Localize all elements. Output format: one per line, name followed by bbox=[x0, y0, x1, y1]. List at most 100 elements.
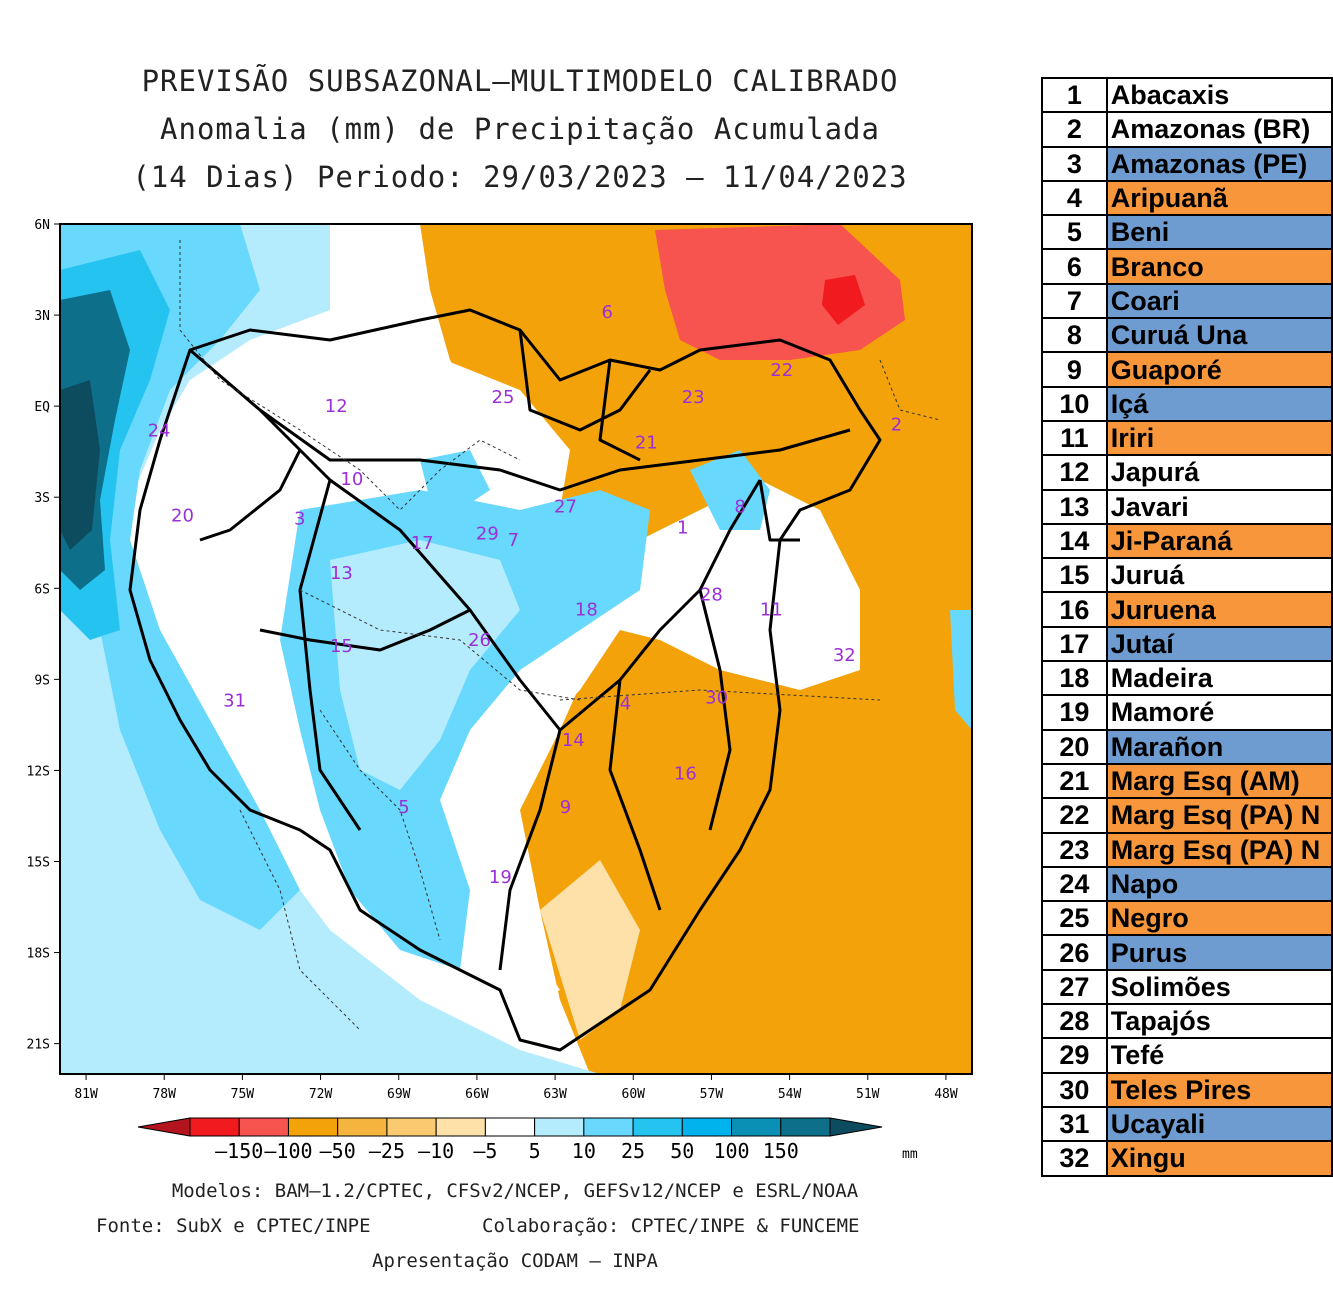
basin-legend-table: 1 Abacaxis 2 Amazonas (BR) 3 Amazonas (PE) 4 Ar… bbox=[1041, 76, 1333, 1177]
basin-marker-label: 13 bbox=[330, 563, 353, 584]
basin-marker-label: 14 bbox=[562, 730, 585, 751]
basin-name: Solimões bbox=[1105, 968, 1333, 1006]
lon-label: 72W bbox=[309, 1087, 333, 1102]
basin-marker-label: 23 bbox=[682, 387, 705, 408]
basin-row: 19 Mamoré bbox=[1041, 694, 1333, 731]
basin-row: 8 Curuá Una bbox=[1041, 317, 1333, 354]
basin-name: Marg Esq (PA) N bbox=[1105, 831, 1333, 868]
basin-row: 23 Marg Esq (PA) N bbox=[1041, 831, 1333, 868]
basin-number: 17 bbox=[1041, 625, 1108, 663]
colorbar-label: –100 bbox=[264, 1139, 312, 1163]
basin-row: 16 Juruena bbox=[1041, 591, 1333, 628]
basin-name: Jutaí bbox=[1105, 625, 1333, 663]
precipitation-map: 6N 3N EQ 3S 6S 9S 12S 15S 18S 21S 81W 78W 75W 72W 69W… bbox=[0, 210, 990, 1174]
colorbar-segment bbox=[583, 1117, 634, 1137]
basin-number: 15 bbox=[1041, 557, 1108, 594]
basin-row: 5 Beni bbox=[1041, 214, 1333, 251]
basin-number: 18 bbox=[1041, 660, 1108, 697]
models-credit: Modelos: BAM–1.2/CPTEC, CFSv2/NCEP, GEFS… bbox=[171, 1180, 859, 1202]
basin-row: 15 Juruá bbox=[1041, 557, 1333, 594]
lon-label: 57W bbox=[700, 1087, 724, 1102]
colorbar-label: –5 bbox=[473, 1139, 497, 1163]
colorbar-segment bbox=[681, 1117, 733, 1137]
colorbar-label: –25 bbox=[369, 1139, 405, 1163]
basin-number: 2 bbox=[1041, 111, 1108, 148]
colorbar-label: 5 bbox=[529, 1139, 541, 1163]
presentation-credit: Apresentação CODAM – INPA bbox=[372, 1250, 658, 1272]
lat-label: 3S bbox=[34, 491, 50, 506]
lon-label: 78W bbox=[152, 1087, 176, 1102]
colorbar-segment bbox=[337, 1117, 388, 1137]
basin-number: 30 bbox=[1041, 1071, 1108, 1108]
colorbar-label: 10 bbox=[572, 1139, 596, 1163]
basin-number: 14 bbox=[1041, 522, 1108, 560]
basin-row: 1 Abacaxis bbox=[1041, 76, 1333, 114]
basin-row: 27 Solimões bbox=[1041, 968, 1333, 1006]
basin-row: 11 Iriri bbox=[1041, 419, 1333, 457]
basin-marker-label: 22 bbox=[770, 360, 793, 381]
basin-row: 24 Napo bbox=[1041, 865, 1333, 903]
basin-name: Coari bbox=[1105, 282, 1333, 320]
colorbar: –150 –100 –50 –25 –10 –5 5 10 25 50 100 150 mm bbox=[130, 1112, 930, 1171]
colorbar-label: –150 bbox=[215, 1139, 263, 1163]
lon-label: 54W bbox=[778, 1087, 802, 1102]
lat-label: 12S bbox=[27, 764, 50, 779]
basin-number: 6 bbox=[1041, 248, 1108, 285]
lon-label: 60W bbox=[622, 1087, 646, 1102]
basin-row: 12 Japurá bbox=[1041, 454, 1333, 491]
basin-name: Iriri bbox=[1105, 419, 1333, 457]
lon-label: 63W bbox=[543, 1087, 567, 1102]
lon-label: 66W bbox=[465, 1087, 489, 1102]
basin-number: 23 bbox=[1041, 831, 1108, 868]
basin-name: Ji-Paraná bbox=[1105, 522, 1333, 560]
colorbar-segment bbox=[534, 1117, 585, 1137]
basin-marker-label: 5 bbox=[398, 797, 409, 818]
basin-name: Curuá Una bbox=[1105, 317, 1333, 354]
basin-row: 7 Coari bbox=[1041, 282, 1333, 320]
latitude-axis: 6N 3N EQ 3S 6S 9S 12S 15S 18S 21S bbox=[27, 218, 60, 1053]
basin-marker-label: 21 bbox=[635, 433, 658, 454]
basin-marker-label: 15 bbox=[330, 636, 353, 657]
basin-row: 28 Tapajós bbox=[1041, 1003, 1333, 1040]
basin-name: Javari bbox=[1105, 488, 1333, 525]
basin-marker-label: 16 bbox=[674, 764, 697, 785]
colorbar-low-arrow bbox=[137, 1117, 191, 1137]
basin-name: Marg Esq (PA) N bbox=[1105, 797, 1333, 834]
basin-number: 27 bbox=[1041, 968, 1108, 1006]
basin-row: 25 Negro bbox=[1041, 900, 1333, 937]
basin-row: 17 Jutaí bbox=[1041, 625, 1333, 663]
collaboration-credit: Colaboração: CPTEC/INPE & FUNCEME bbox=[482, 1215, 860, 1237]
lat-label: 6N bbox=[34, 218, 50, 233]
basin-marker-label: 1 bbox=[677, 518, 688, 539]
colorbar-high-arrow bbox=[829, 1117, 883, 1137]
basin-marker-label: 25 bbox=[492, 387, 515, 408]
longitude-axis: 81W 78W 75W 72W 69W 66W 63W 60W 57W 54W 51W 48W bbox=[74, 1074, 958, 1102]
lon-label: 75W bbox=[231, 1087, 255, 1102]
colorbar-segment bbox=[189, 1117, 240, 1137]
basin-marker-label: 27 bbox=[554, 496, 577, 517]
colorbar-segment bbox=[731, 1117, 782, 1137]
basin-name: Branco bbox=[1105, 248, 1333, 285]
colorbar-segment bbox=[632, 1117, 683, 1137]
basin-marker-label: 31 bbox=[223, 691, 246, 712]
lon-label: 81W bbox=[74, 1087, 98, 1102]
basin-row: 29 Tefé bbox=[1041, 1037, 1333, 1074]
basin-number: 5 bbox=[1041, 214, 1108, 251]
basin-number: 28 bbox=[1041, 1003, 1108, 1040]
colorbar-segment bbox=[386, 1117, 437, 1137]
basin-name: Mamoré bbox=[1105, 694, 1333, 731]
basin-name: Negro bbox=[1105, 900, 1333, 937]
basin-name: Juruena bbox=[1105, 591, 1333, 628]
basin-name: Aripuanã bbox=[1105, 179, 1333, 217]
basin-name: Abacaxis bbox=[1105, 76, 1333, 114]
basin-name: Beni bbox=[1105, 214, 1333, 251]
colorbar-label: 25 bbox=[621, 1139, 645, 1163]
basin-marker-label: 11 bbox=[760, 600, 783, 621]
lat-label: EQ bbox=[34, 400, 50, 415]
basin-number: 7 bbox=[1041, 282, 1108, 320]
basin-marker-label: 8 bbox=[734, 496, 745, 517]
colorbar-segment bbox=[484, 1117, 536, 1137]
basin-number: 1 bbox=[1041, 76, 1108, 114]
country-borders bbox=[179, 240, 941, 1031]
colorbar-label: –10 bbox=[418, 1139, 454, 1163]
